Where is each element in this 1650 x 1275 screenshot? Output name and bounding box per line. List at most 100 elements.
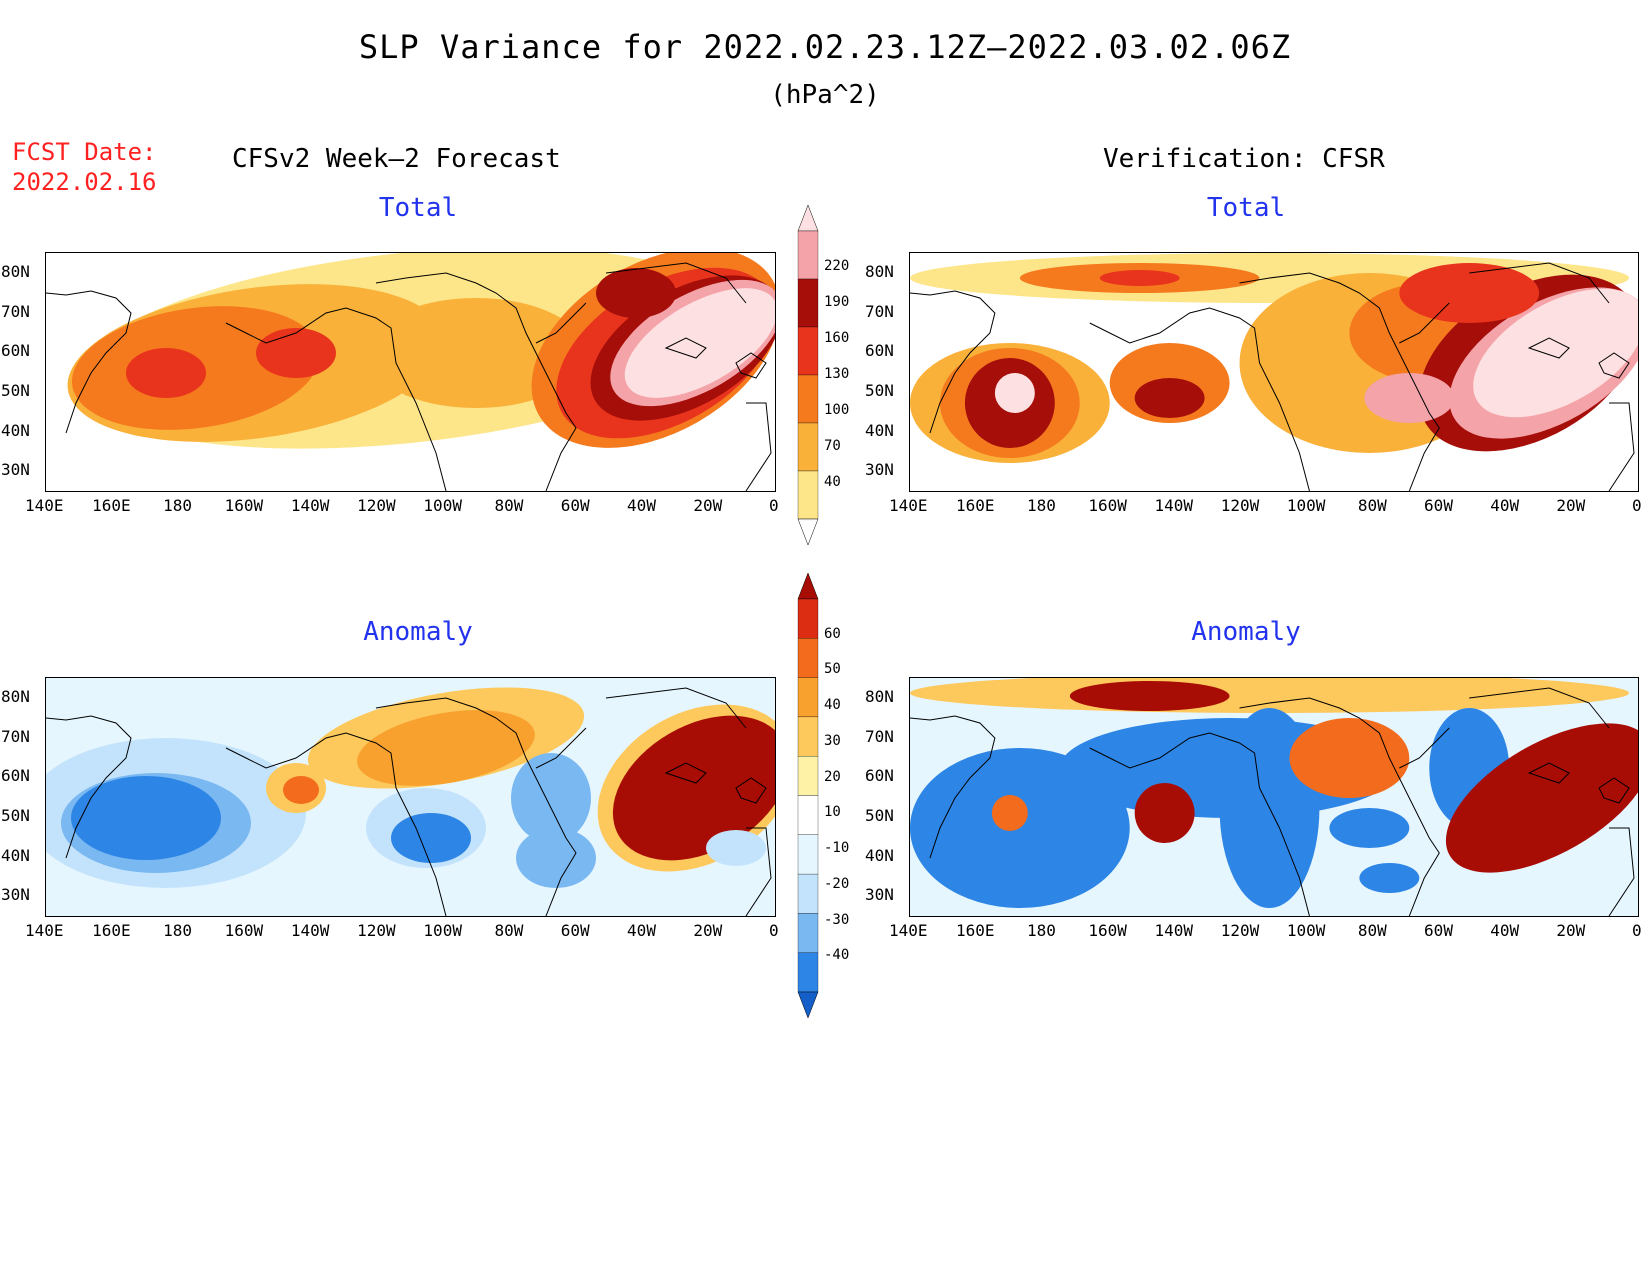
contour-region: [596, 268, 676, 318]
lon-tick-label: 160W: [224, 921, 264, 940]
contour-region: [256, 328, 336, 378]
colorbar-swatch: [797, 756, 819, 796]
coastline: [1399, 727, 1450, 769]
coastline: [1598, 777, 1630, 804]
lat-tick-label: 70N: [1, 301, 30, 321]
lon-tick-label: 60W: [1424, 496, 1453, 515]
coastline: [910, 290, 996, 434]
coastline: [1089, 732, 1310, 916]
colorbar-tick-label: 20: [824, 768, 841, 785]
colorbar-total: [797, 205, 819, 545]
lat-tick-label: 40N: [865, 420, 894, 440]
map-verification-total: [909, 252, 1639, 492]
lon-tick-label: 160W: [1088, 496, 1127, 515]
colorbar-tick-label: 30: [824, 732, 841, 749]
lon-tick-label: 80W: [1357, 921, 1387, 940]
panel-title-verification-anomaly: Anomaly: [1191, 617, 1301, 647]
lat-tick-label: 40N: [1, 420, 30, 440]
lat-tick-label: 70N: [865, 301, 894, 321]
lon-tick-label: 160E: [955, 921, 995, 940]
colorbar-swatch: [797, 326, 819, 376]
lon-tick-label: 40W: [1490, 921, 1520, 940]
lon-tick-label: 80W: [494, 921, 524, 940]
verification-column-heading: Verification: CFSR: [1103, 144, 1385, 174]
panel-title-verification-total: Total: [1206, 193, 1286, 223]
lon-tick-label: 120W: [357, 496, 396, 515]
colorbar-swatch: [797, 230, 819, 280]
colorbar-tick-label: -30: [824, 911, 850, 928]
lon-tick-label: 100W: [1286, 496, 1326, 515]
lat-tick-label: 70N: [865, 726, 894, 746]
lon-tick-label: 120W: [357, 921, 396, 940]
contour-region: [624, 288, 775, 398]
panel-title-forecast-total: Total: [378, 193, 458, 223]
colorbar-top-arrow: [797, 573, 819, 600]
coastline: [46, 715, 132, 859]
contour-region: [366, 298, 586, 408]
contour-region: [126, 348, 206, 398]
colorbar-swatch: [797, 638, 819, 678]
contour-region: [1364, 373, 1455, 423]
map-canvas: [910, 253, 1638, 491]
lon-tick-label: 80W: [494, 496, 524, 515]
colorbar-swatch: [797, 913, 819, 953]
contour-region: [1399, 263, 1540, 323]
lon-tick-label: 140E: [889, 921, 928, 940]
lat-tick-label: 80N: [865, 686, 894, 706]
contour-region: [391, 813, 471, 863]
colorbar-tick-label: 220: [824, 258, 850, 274]
coastline: [1469, 687, 1610, 729]
lon-tick-label: 180: [163, 496, 193, 515]
contour-region: [612, 715, 775, 861]
lon-tick-label: 0: [769, 921, 779, 940]
map-canvas: [46, 678, 775, 916]
colorbar-tick-label: -20: [824, 875, 850, 892]
contour-region: [1359, 863, 1420, 893]
lat-tick-label: 60N: [865, 341, 894, 361]
colorbar-swatch: [797, 716, 819, 757]
lon-tick-label: 160E: [92, 921, 131, 940]
colorbar-anomaly: [797, 573, 819, 1018]
lon-tick-label: 100W: [1286, 921, 1326, 940]
lon-tick-label: 140W: [1154, 921, 1194, 940]
colorbar-swatch: [797, 278, 819, 328]
colorbar-bottom-arrow: [797, 991, 819, 1018]
lon-tick-label: 140E: [889, 496, 928, 515]
lat-tick-label: 80N: [1, 261, 30, 281]
contour-region: [71, 776, 221, 860]
contour-region: [1289, 718, 1410, 798]
lon-tick-label: 160E: [92, 496, 131, 515]
lat-tick-label: 30N: [1, 460, 30, 480]
colorbar-swatch: [797, 873, 819, 914]
contour-region: [991, 795, 1028, 831]
map-verification-anomaly: [909, 677, 1639, 917]
lon-tick-label: 100W: [423, 921, 462, 940]
lon-tick-label: 160W: [1088, 921, 1127, 940]
lon-tick-label: 0: [1632, 496, 1642, 515]
colorbar-swatch: [797, 834, 819, 875]
coastline: [225, 307, 447, 491]
lon-tick-label: 20W: [693, 496, 723, 515]
coastline: [745, 402, 772, 491]
lat-tick-label: 40N: [1, 845, 30, 865]
colorbar-swatch: [797, 795, 819, 835]
lon-tick-label: 60W: [560, 921, 590, 940]
colorbar-swatch: [797, 598, 819, 639]
coastline: [1608, 402, 1635, 491]
contour-region: [706, 830, 766, 866]
lat-tick-label: 50N: [1, 805, 30, 825]
coastline: [375, 697, 577, 916]
coastline: [535, 727, 587, 769]
colorbar-tick-label: 190: [824, 294, 850, 310]
coastline: [910, 715, 996, 859]
coastline: [605, 262, 747, 304]
coastline: [1239, 697, 1440, 916]
lon-tick-label: 120W: [1220, 921, 1260, 940]
map-forecast-anomaly: [45, 677, 776, 917]
colorbar-swatch: [797, 374, 819, 424]
lat-tick-label: 50N: [1, 380, 30, 400]
lon-tick-label: 80W: [1357, 496, 1387, 515]
contour-region: [1469, 813, 1570, 863]
colorbar-swatch: [797, 422, 819, 472]
colorbar-tick-label: 50: [824, 661, 841, 678]
